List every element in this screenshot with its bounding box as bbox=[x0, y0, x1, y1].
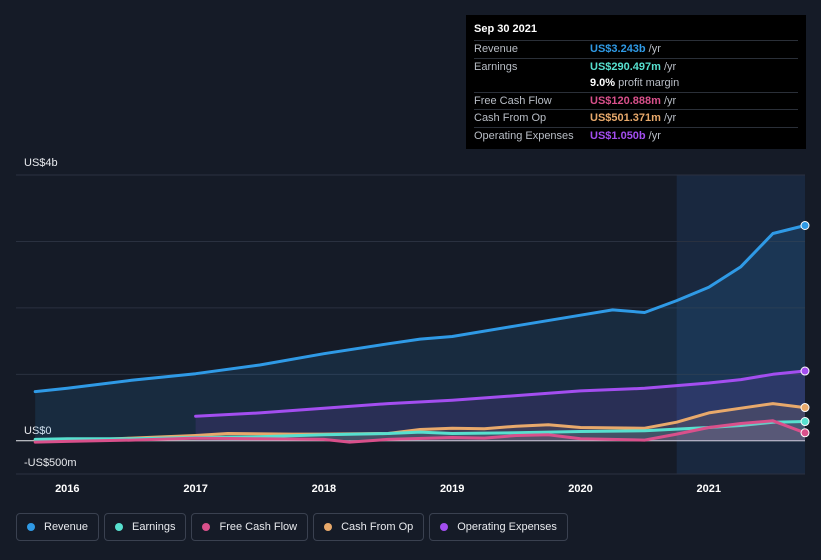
tooltip-value: US$1.050b bbox=[590, 129, 646, 142]
tooltip-row-profit-margin: 9.0% profit margin bbox=[474, 75, 798, 92]
tooltip-value: 9.0% bbox=[590, 77, 616, 90]
tooltip-value: US$120.888m bbox=[590, 94, 661, 107]
series-endpoint-earnings bbox=[800, 417, 810, 427]
series-line-cash-from-op bbox=[33, 402, 807, 443]
legend-item-cash-from-op[interactable]: Cash From Op bbox=[313, 513, 425, 541]
x-tick-label: 2018 bbox=[312, 483, 336, 495]
series-endpoint-free-cash-flow bbox=[800, 428, 810, 438]
series-endpoint-cash-from-op bbox=[800, 403, 810, 413]
tooltip-row-free-cash-flow: Free Cash Flow US$120.888m /yr bbox=[474, 91, 798, 110]
tooltip-label: Earnings bbox=[474, 60, 518, 73]
legend-label: Earnings bbox=[132, 521, 176, 533]
legend-item-revenue[interactable]: Revenue bbox=[16, 513, 100, 541]
x-tick-label: 2017 bbox=[183, 483, 207, 495]
tooltip-date: Sep 30 2021 bbox=[474, 23, 537, 35]
tooltip-unit: /yr bbox=[663, 60, 677, 73]
x-tick-label: 2020 bbox=[568, 483, 592, 495]
x-tick-label: 2021 bbox=[697, 483, 721, 495]
tooltip: Sep 30 2021 Revenue US$3.243b /yr Earnin… bbox=[466, 15, 806, 149]
tooltip-unit: /yr bbox=[648, 43, 661, 56]
tooltip-label: Cash From Op bbox=[474, 112, 547, 125]
tooltip-label: Revenue bbox=[474, 43, 519, 56]
series-endpoint-revenue bbox=[800, 220, 810, 230]
legend-item-earnings[interactable]: Earnings bbox=[104, 513, 187, 541]
legend-label: Free Cash Flow bbox=[219, 521, 298, 533]
legend-dot-icon bbox=[324, 523, 333, 531]
tooltip-label: Free Cash Flow bbox=[474, 94, 552, 107]
series-area-earnings bbox=[35, 421, 805, 441]
legend-item-free-cash-flow[interactable]: Free Cash Flow bbox=[191, 513, 309, 541]
legend: Revenue Earnings Free Cash Flow Cash Fro… bbox=[16, 513, 568, 541]
tooltip-unit: /yr bbox=[648, 129, 661, 142]
y-label-zero: US$0 bbox=[24, 425, 52, 437]
legend-item-operating-expenses[interactable]: Operating Expenses bbox=[429, 513, 568, 541]
legend-label: Revenue bbox=[44, 521, 89, 533]
y-label-bottom: -US$500m bbox=[24, 457, 77, 469]
x-tick-label: 2016 bbox=[55, 483, 79, 495]
tooltip-value: US$3.243b bbox=[590, 43, 646, 56]
series-line-free-cash-flow bbox=[33, 419, 807, 444]
legend-dot-icon bbox=[202, 523, 211, 531]
chart-area: US$4b US$0 -US$500m 2016 2017 2018 2019 2020 202… bbox=[16, 157, 810, 495]
x-tick-label: 2019 bbox=[440, 483, 464, 495]
series-area-free-cash-flow bbox=[35, 420, 805, 443]
tooltip-label: Operating Expenses bbox=[474, 129, 574, 142]
tooltip-unit: /yr bbox=[663, 112, 677, 125]
legend-dot-icon bbox=[27, 523, 35, 531]
series-line-operating-expenses bbox=[194, 369, 807, 418]
tooltip-row-earnings: Earnings US$290.497m /yr bbox=[474, 57, 798, 76]
tooltip-unit: profit margin bbox=[618, 77, 680, 90]
y-label-top: US$4b bbox=[24, 157, 58, 169]
tooltip-value: US$290.497m bbox=[590, 60, 661, 73]
legend-label: Cash From Op bbox=[341, 521, 414, 533]
series-area-revenue bbox=[35, 225, 805, 441]
legend-dot-icon bbox=[115, 523, 124, 531]
series-line-revenue bbox=[33, 224, 807, 394]
legend-dot-icon bbox=[440, 523, 449, 531]
tooltip-row-revenue: Revenue US$3.243b /yr bbox=[474, 40, 798, 58]
tooltip-unit: /yr bbox=[663, 94, 677, 107]
tooltip-value: US$501.371m bbox=[590, 112, 661, 125]
tooltip-row-operating-expenses: Operating Expenses US$1.050b /yr bbox=[474, 126, 798, 145]
tooltip-row-cash-from-op: Cash From Op US$501.371m /yr bbox=[474, 109, 798, 127]
legend-label: Operating Expenses bbox=[457, 521, 557, 533]
series-endpoint-operating-expenses bbox=[800, 366, 810, 376]
